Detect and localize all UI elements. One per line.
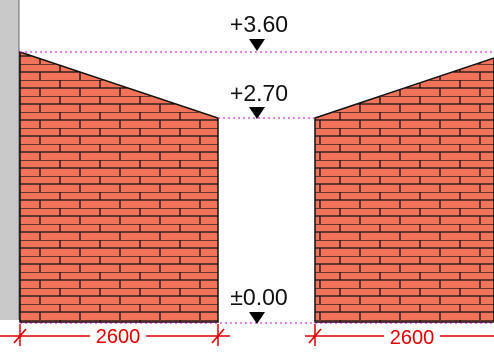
dimension-label-bg-left [90,324,146,348]
slash-tick-icon [308,328,322,344]
brick-wall-left [19,50,219,323]
level-label-mid: +2.70 [230,80,288,106]
level-marker-mid [249,107,265,119]
brick-wall-right [314,57,494,323]
slash-tick-icon [211,328,225,344]
level-marker-top [249,39,265,51]
dimension-label-bg-right [384,324,440,348]
level-label-top: +3.60 [230,11,288,37]
dimension-label-left: 2600 [96,326,141,348]
level-marker-ground [249,312,265,324]
wall-edge-strip [0,0,19,320]
slash-tick-icon [13,328,27,344]
level-label-ground: ±0.00 [230,284,287,310]
dimension-label-right: 2600 [390,327,435,349]
